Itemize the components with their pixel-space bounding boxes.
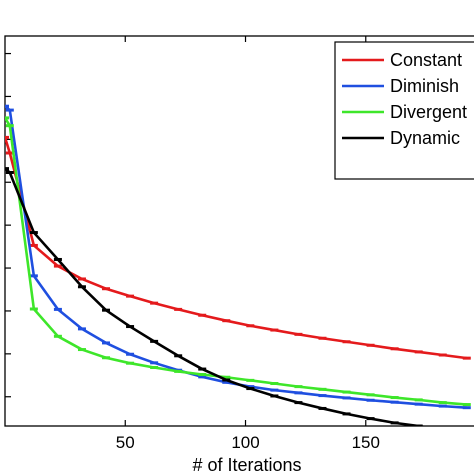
x-tick-label: 150 xyxy=(352,433,380,452)
legend-label-diminish: Diminish xyxy=(390,76,459,96)
legend-label-constant: Constant xyxy=(390,50,462,70)
axes: 50 100 150 xyxy=(4,35,474,452)
legend: Constant Diminish Divergent Dynamic xyxy=(334,41,474,180)
plot-frame xyxy=(4,35,474,427)
series-diminish xyxy=(5,104,471,410)
x-axis-label: # of Iterations xyxy=(192,455,301,474)
series-divergent xyxy=(5,116,471,407)
legend-box xyxy=(334,41,474,180)
series-line-dynamic xyxy=(5,167,427,426)
series-layer xyxy=(5,104,471,426)
legend-label-divergent: Divergent xyxy=(390,102,467,122)
legend-label-dynamic: Dynamic xyxy=(390,128,460,148)
x-tick-label: 100 xyxy=(231,433,259,452)
series-dynamic xyxy=(5,167,427,426)
x-tick-label: 50 xyxy=(116,433,135,452)
